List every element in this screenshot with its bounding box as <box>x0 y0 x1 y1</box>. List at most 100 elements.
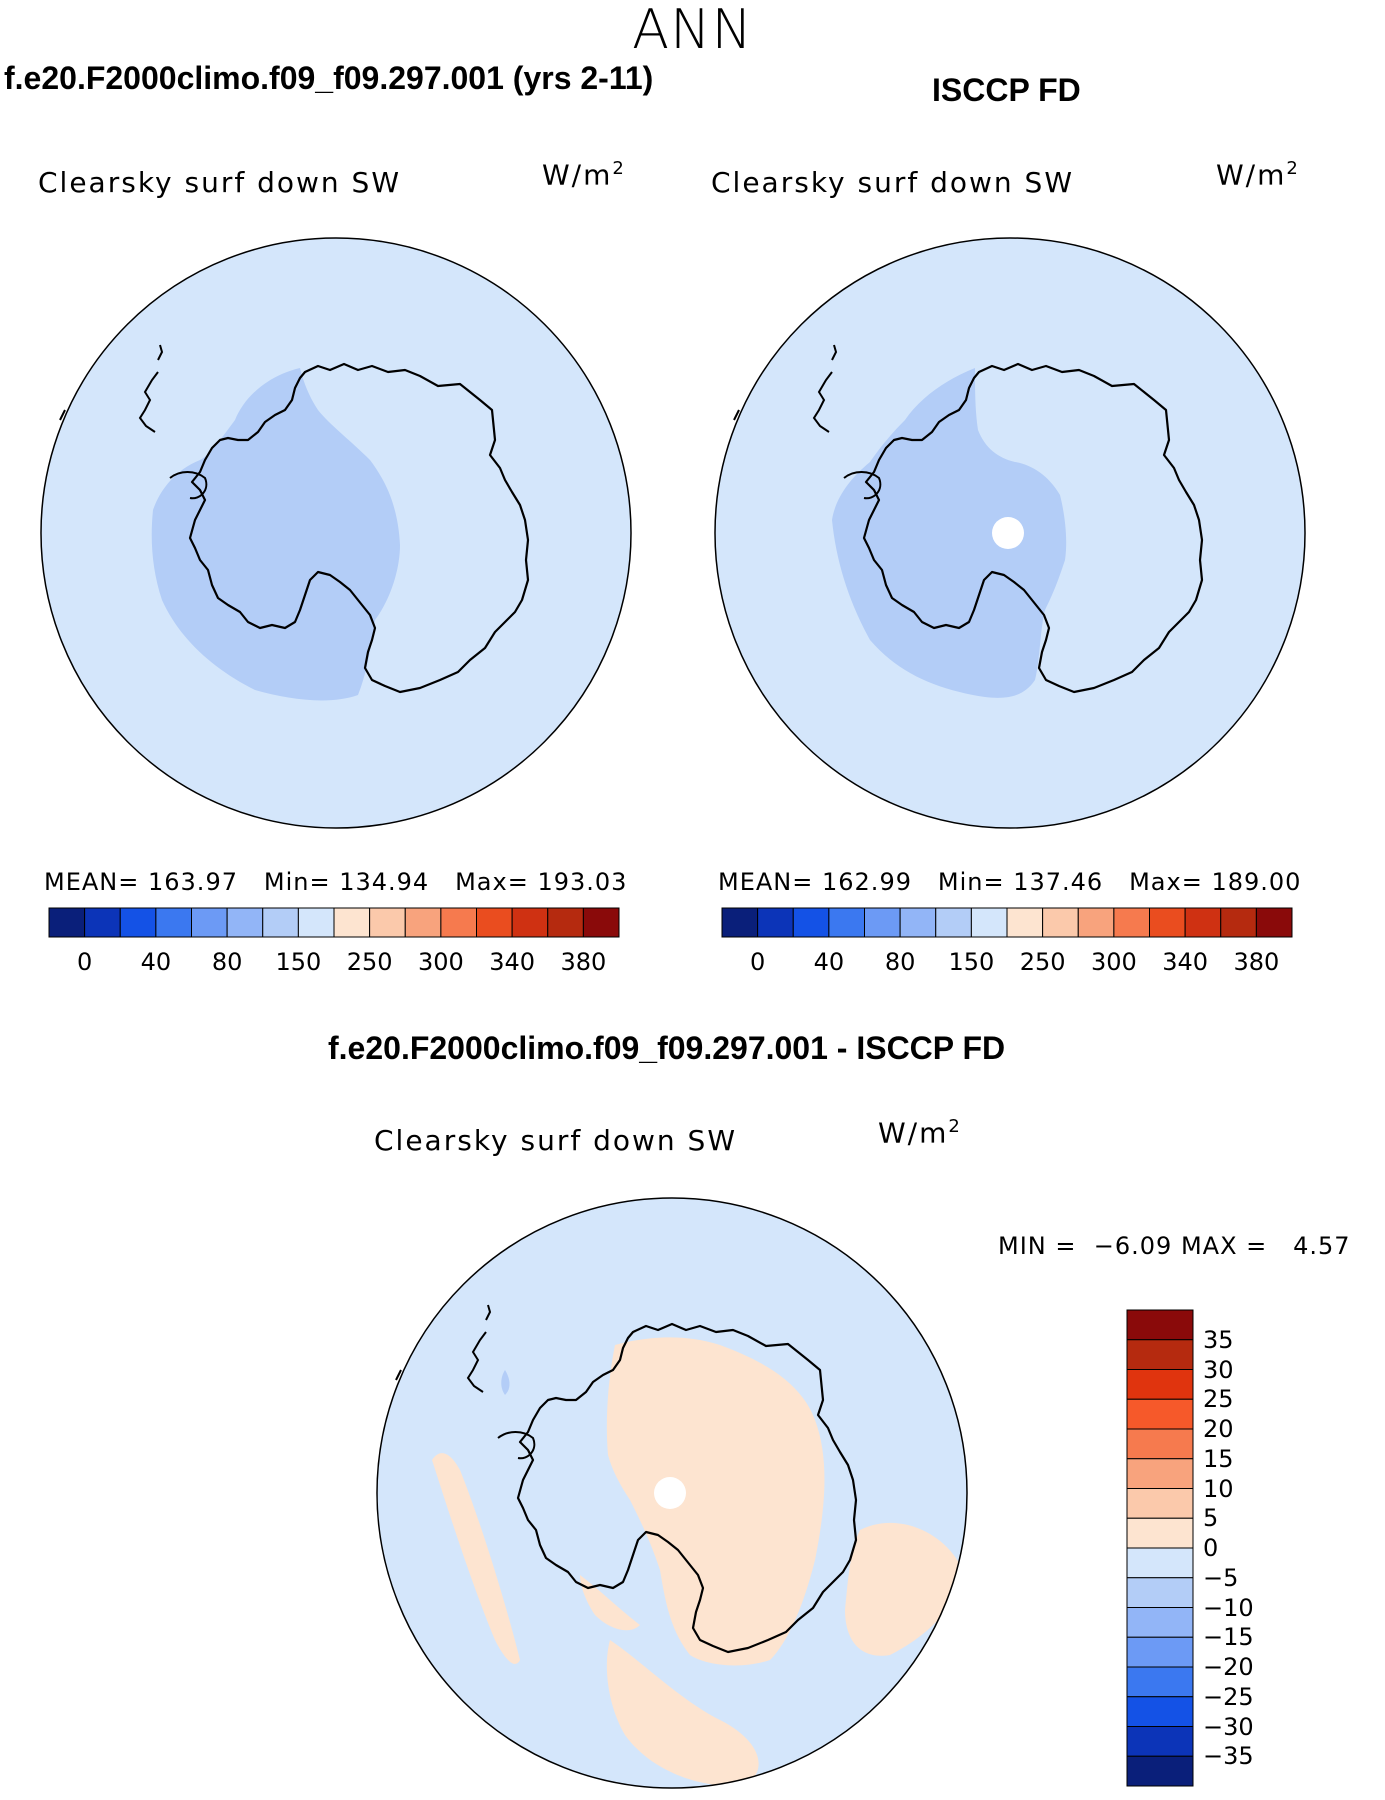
colorbar-swatch <box>970 907 1008 938</box>
coastline-fragment <box>157 344 164 361</box>
colorbar-swatch <box>899 907 937 938</box>
positive-region <box>845 1522 961 1656</box>
low-value-region <box>501 1370 510 1395</box>
colorbar-tick-label: 300 <box>1090 948 1137 976</box>
colorbar-swatch <box>1126 1755 1194 1787</box>
colorbar-tick-label: −15 <box>1203 1623 1254 1652</box>
peninsula-coastline <box>138 371 159 433</box>
panel-model-variable-label: Clearsky surf down SW <box>38 166 402 199</box>
colorbar-swatch <box>1126 1488 1194 1519</box>
panel-model-units: W/m2 <box>542 158 626 192</box>
colorbar-tick-label: 380 <box>560 948 607 976</box>
coastline-fragment <box>395 1369 402 1381</box>
colorbar-tick-label: 15 <box>1203 1444 1234 1473</box>
colorbar-tick-label: −25 <box>1203 1682 1254 1711</box>
colorbar-tick-label: 150 <box>275 948 322 976</box>
colorbar-swatch <box>1006 907 1044 938</box>
colorbar-swatch <box>48 907 86 938</box>
colorbar-tick-label: 0 <box>1203 1534 1219 1562</box>
colorbar-swatch <box>511 907 549 938</box>
colorbar-swatch <box>757 907 794 938</box>
colorbar-swatch <box>1113 907 1150 938</box>
colorbar-swatch <box>1126 1309 1194 1341</box>
colorbar-tick-label: 340 <box>1162 948 1209 976</box>
colorbar-tick-label: 0 <box>749 948 766 976</box>
colorbar-swatch <box>1126 1369 1194 1400</box>
coastline-fragment <box>843 471 882 500</box>
colorbar-swatch <box>155 907 192 938</box>
colorbar-tick-label: 340 <box>489 948 536 976</box>
colorbar-swatch <box>1126 1339 1194 1370</box>
panel-obs-title: ISCCP FD <box>932 72 1081 108</box>
pole-hole <box>654 1477 686 1509</box>
colorbar-swatch <box>119 907 157 938</box>
map-border <box>40 237 632 829</box>
colorbar-swatch <box>191 907 228 938</box>
map-model <box>40 237 632 829</box>
coastline-fragment <box>733 409 740 421</box>
colorbar-swatch <box>1126 1458 1194 1489</box>
colorbar-swatch <box>1126 1428 1194 1460</box>
colorbar-swatch <box>369 907 406 938</box>
figure-title: ANN <box>632 0 753 61</box>
colorbar-tick-label: 10 <box>1203 1474 1234 1503</box>
colorbar-tick-label: −5 <box>1203 1563 1239 1592</box>
colorbar-tick-label: 40 <box>813 948 845 976</box>
colorbar-swatch <box>1255 907 1293 938</box>
colorbar-swatch <box>1126 1607 1194 1638</box>
positive-region <box>432 1453 520 1664</box>
colorbar-tick-label: 300 <box>417 948 464 976</box>
low-value-region <box>832 368 1067 698</box>
colorbar-swatch <box>935 907 972 938</box>
colorbar-swatch <box>1220 907 1257 938</box>
colorbar-swatch <box>1149 907 1186 938</box>
panel-model-stats: MEAN= 163.97 Min= 134.94 Max= 193.03 <box>44 868 628 896</box>
map-obs <box>714 237 1306 829</box>
colorbar-tick-label: 25 <box>1203 1385 1234 1414</box>
positive-region <box>717 1380 790 1450</box>
colorbar-swatch <box>547 907 584 938</box>
colorbar-swatch <box>226 907 264 938</box>
low-value-region <box>151 368 400 701</box>
map-diff <box>376 1197 968 1789</box>
panel-obs-variable-label: Clearsky surf down SW <box>711 166 1075 199</box>
antarctica-coastline <box>188 362 530 694</box>
antarctica-coastline <box>516 1322 858 1654</box>
panel-model-title: f.e20.F2000climo.f09_f09.297.001 (yrs 2-… <box>4 60 654 96</box>
colorbar-swatch <box>582 907 620 938</box>
colorbar-tick-label: −35 <box>1203 1742 1254 1771</box>
colorbar-tick-label: 380 <box>1233 948 1280 976</box>
coastline-fragment <box>485 1304 492 1321</box>
pole-hole <box>992 517 1024 549</box>
colorbar-swatch <box>828 907 865 938</box>
colorbar-tick-label: 35 <box>1203 1325 1234 1354</box>
coastline-fragment <box>59 409 66 421</box>
colorbar-swatch <box>1126 1577 1194 1608</box>
colorbar-swatch <box>1126 1398 1194 1430</box>
panel-diff-stats: MIN = −6.09 MAX = 4.57 <box>998 1232 1351 1260</box>
colorbar-difference <box>1126 1309 1194 1787</box>
panel-obs-stats: MEAN= 162.99 Min= 137.46 Max= 189.00 <box>718 868 1302 896</box>
colorbar-tick-label: 80 <box>884 948 916 976</box>
colorbar-swatch <box>84 907 121 938</box>
positive-region <box>580 1575 640 1631</box>
colorbar-swatch <box>262 907 299 938</box>
colorbar-swatch <box>333 907 371 938</box>
colorbar-swatch <box>1042 907 1079 938</box>
colorbar-tick-label: −30 <box>1203 1712 1254 1741</box>
colorbar-swatch <box>1077 907 1115 938</box>
colorbar-swatch <box>721 907 759 938</box>
colorbar-tick-label: 40 <box>140 948 172 976</box>
colorbar-tick-label: 20 <box>1203 1415 1234 1443</box>
peninsula-coastline <box>812 371 833 433</box>
colorbar-tick-label: 30 <box>1203 1355 1234 1384</box>
colorbar-swatch <box>1126 1726 1194 1757</box>
colorbar-swatch <box>404 907 442 938</box>
colorbar-swatch <box>1126 1696 1194 1727</box>
positive-region <box>606 1640 759 1786</box>
panel-diff-title: f.e20.F2000climo.f09_f09.297.001 - ISCCP… <box>328 1030 1006 1066</box>
colorbar-tick-label: −20 <box>1203 1653 1254 1681</box>
colorbar-swatch <box>1184 907 1222 938</box>
map-border <box>376 1197 968 1789</box>
